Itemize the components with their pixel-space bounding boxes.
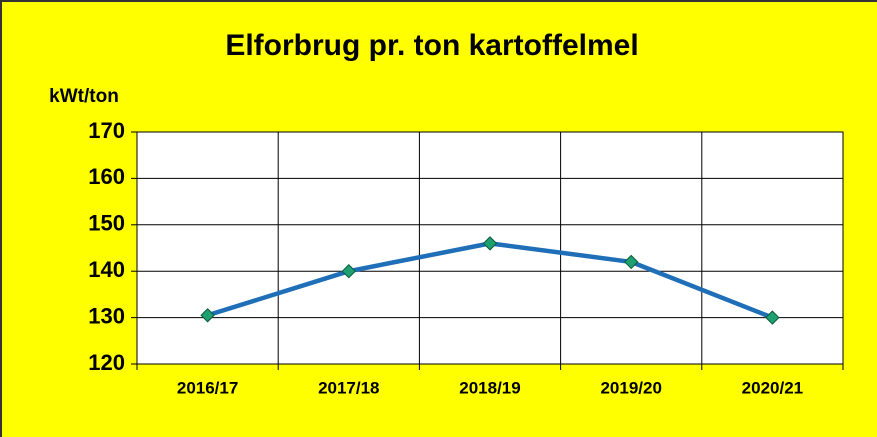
- x-tick-label: 2019/20: [600, 378, 661, 397]
- y-tick-label: 160: [88, 164, 125, 189]
- y-tick-label: 170: [88, 118, 125, 143]
- y-tick-label: 140: [88, 257, 125, 282]
- y-axis-label: kWt/ton: [49, 86, 119, 107]
- marker: [623, 254, 639, 270]
- y-tick-label: 130: [88, 303, 125, 328]
- plot-border: [136, 131, 844, 365]
- marker: [200, 308, 215, 323]
- x-tick-label: 2018/19: [459, 378, 520, 397]
- x-tick-label: 2020/21: [742, 378, 803, 397]
- marker: [341, 263, 357, 279]
- chart-title: Elforbrug pr. ton kartoffelmel: [225, 29, 638, 62]
- x-tick-label: 2017/18: [318, 378, 379, 397]
- marker: [482, 236, 498, 251]
- marker: [765, 310, 780, 325]
- x-tick-label: 2016/17: [177, 378, 238, 397]
- y-tick-label: 120: [88, 350, 125, 375]
- y-tick-label: 150: [88, 211, 125, 236]
